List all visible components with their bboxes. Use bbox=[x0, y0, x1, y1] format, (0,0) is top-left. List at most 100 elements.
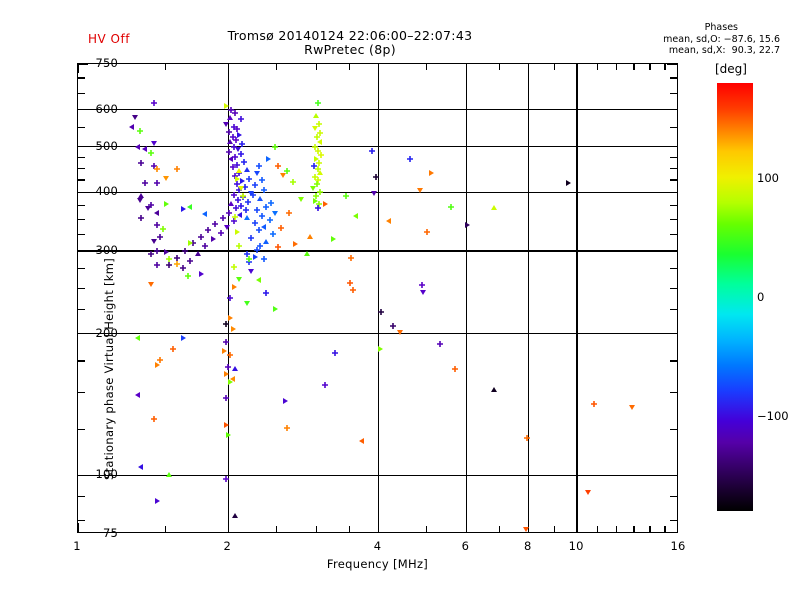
data-point-marker bbox=[260, 255, 268, 263]
data-point-marker bbox=[274, 162, 282, 170]
data-point-marker bbox=[314, 165, 322, 173]
axis-tick-x bbox=[649, 526, 651, 532]
data-point-marker bbox=[255, 226, 263, 234]
data-point-marker bbox=[279, 171, 287, 179]
data-point-marker bbox=[451, 365, 459, 373]
phase-stats-heading: Phases bbox=[704, 22, 738, 33]
data-point-marker bbox=[226, 138, 234, 146]
data-point-marker bbox=[231, 153, 239, 161]
data-point-marker bbox=[436, 340, 444, 348]
data-point-marker bbox=[137, 159, 145, 167]
axis-tick-x-major bbox=[227, 523, 229, 532]
x-axis-title: Frequency [MHz] bbox=[326, 557, 429, 571]
data-point-marker bbox=[233, 161, 241, 169]
data-point-marker bbox=[223, 223, 231, 231]
data-point-marker bbox=[249, 191, 257, 199]
axis-tick-x-major bbox=[78, 523, 79, 532]
axis-tick-y-major bbox=[667, 250, 677, 252]
data-point-marker bbox=[283, 167, 291, 175]
data-point-marker bbox=[238, 177, 246, 185]
axis-tick-y bbox=[78, 204, 85, 207]
data-point-marker bbox=[243, 166, 251, 174]
axis-tick-y bbox=[78, 496, 85, 498]
data-point-marker bbox=[197, 270, 205, 278]
data-point-marker bbox=[233, 180, 241, 188]
axis-tick-y bbox=[78, 268, 85, 270]
data-point-marker bbox=[173, 260, 181, 268]
gridline-horizontal bbox=[78, 250, 677, 252]
axis-tick-y-major bbox=[667, 146, 677, 148]
phase-stats-o-mode: mean, sd,O: −87.6, 15.6 bbox=[663, 33, 780, 45]
axis-tick-x bbox=[426, 526, 428, 532]
axis-tick-y-major bbox=[78, 191, 88, 193]
data-point-marker bbox=[222, 421, 230, 429]
gridline-horizontal bbox=[78, 108, 677, 111]
data-point-marker bbox=[313, 180, 321, 188]
data-point-marker bbox=[234, 145, 242, 153]
data-point-marker bbox=[136, 127, 144, 135]
data-point-marker bbox=[222, 475, 230, 483]
data-point-marker bbox=[490, 386, 498, 394]
data-point-marker bbox=[226, 314, 234, 322]
gridline-vertical bbox=[465, 64, 468, 532]
data-point-marker bbox=[277, 224, 285, 232]
data-point-marker bbox=[137, 192, 145, 200]
y-tick-label: 100 bbox=[95, 467, 118, 482]
data-point-marker bbox=[233, 228, 241, 236]
data-point-marker bbox=[267, 199, 275, 207]
data-point-marker bbox=[238, 140, 246, 148]
data-point-marker bbox=[316, 129, 324, 137]
data-point-marker bbox=[584, 488, 592, 496]
gridline-horizontal bbox=[78, 191, 677, 193]
data-point-marker bbox=[237, 115, 245, 123]
data-point-marker bbox=[427, 169, 435, 177]
axis-tick-x bbox=[616, 64, 618, 70]
gridline-vertical bbox=[528, 64, 530, 532]
data-point-marker bbox=[222, 120, 230, 128]
axis-tick-x bbox=[616, 526, 618, 532]
data-point-marker bbox=[316, 138, 324, 146]
data-point-marker bbox=[314, 99, 322, 107]
phase-stats-x-mode: mean, sd,X: 90.3, 22.7 bbox=[668, 45, 780, 56]
axis-tick-x-major bbox=[465, 523, 467, 532]
axis-tick-y bbox=[78, 92, 85, 94]
axis-tick-x bbox=[426, 64, 428, 70]
axis-tick-x bbox=[348, 64, 351, 70]
plot-frame: Stationary phase Virtual Height [km] bbox=[77, 63, 678, 533]
axis-tick-x bbox=[597, 526, 599, 532]
x-tick-label: 6 bbox=[461, 539, 470, 553]
data-point-marker bbox=[219, 214, 227, 222]
data-point-marker bbox=[256, 242, 264, 250]
data-point-marker bbox=[297, 195, 305, 203]
axis-tick-x bbox=[664, 64, 666, 70]
axis-tick-x-major bbox=[377, 64, 380, 73]
data-point-marker bbox=[211, 220, 219, 228]
axis-tick-x bbox=[649, 64, 651, 70]
data-point-marker bbox=[231, 172, 239, 180]
colorbar-title: [deg] bbox=[715, 62, 747, 76]
data-point-marker bbox=[144, 204, 152, 212]
data-point-marker bbox=[291, 240, 299, 248]
data-point-marker bbox=[201, 242, 209, 250]
data-point-marker bbox=[289, 178, 297, 186]
axis-tick-y bbox=[78, 218, 85, 221]
data-point-marker bbox=[316, 188, 324, 196]
data-point-marker bbox=[352, 212, 360, 220]
data-point-marker bbox=[162, 174, 170, 182]
data-point-marker bbox=[347, 254, 355, 262]
data-point-marker bbox=[235, 242, 243, 250]
data-point-marker bbox=[181, 247, 189, 255]
data-point-marker bbox=[274, 243, 282, 251]
axis-tick-y-major bbox=[78, 250, 88, 252]
data-point-marker bbox=[186, 203, 194, 211]
data-point-marker bbox=[628, 403, 636, 411]
y-tick-label: 75 bbox=[102, 526, 118, 540]
axis-tick-y-major bbox=[667, 474, 677, 476]
data-point-marker bbox=[169, 345, 177, 353]
data-point-marker bbox=[153, 497, 161, 505]
data-point-marker bbox=[137, 214, 145, 222]
data-point-marker bbox=[311, 143, 319, 151]
axis-tick-x-major bbox=[78, 64, 79, 73]
data-point-marker bbox=[315, 200, 323, 208]
data-point-marker bbox=[447, 203, 455, 211]
